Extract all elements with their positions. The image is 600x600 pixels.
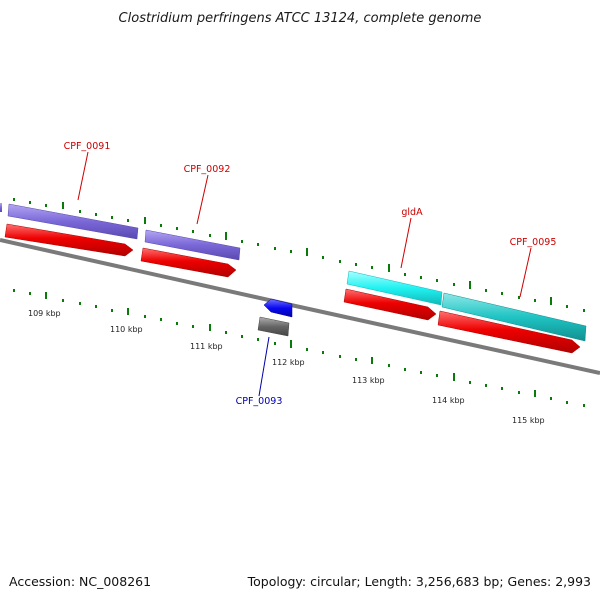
cds-arrow-cpf-0093: [263, 298, 293, 318]
lower-tick-row: [13, 289, 585, 407]
kbp-label-111: 111 kbp: [190, 342, 223, 351]
gene-label-cpf-0091: CPF_0091: [64, 141, 111, 152]
upper-tick-row: [13, 198, 585, 312]
leader-line-cpf-0092: [196, 174, 209, 225]
cds-arrow-cpf-0092: [140, 247, 237, 278]
leader-line-cpf-0095: [519, 247, 532, 298]
map-title: Clostridium perfringens ATCC 13124, comp…: [119, 11, 482, 26]
cds-arrow-glda: [343, 288, 437, 321]
accession-text: Accession: NC_008261: [9, 574, 151, 589]
feature-bar-cpf-0095: [441, 292, 587, 342]
kbp-label-110: 110 kbp: [110, 325, 143, 334]
leader-line-cpf-0091: [77, 151, 89, 201]
kbp-label-112: 112 kbp: [272, 358, 305, 367]
genome-backbone: [0, 238, 600, 375]
gene-label-cpf-0092: CPF_0092: [184, 164, 231, 175]
kbp-label-114: 114 kbp: [432, 396, 465, 405]
cds-arrow-cpf-0095: [437, 310, 581, 354]
feature-bar-edge: [0, 203, 2, 212]
gene-label-cpf-0095: CPF_0095: [510, 237, 557, 248]
genome-summary-text: Topology: circular; Length: 3,256,683 bp…: [247, 574, 591, 589]
feature-bar-glda: [346, 270, 443, 306]
kbp-label-109: 109 kbp: [28, 309, 61, 318]
feature-bar-cpf-0091: [7, 203, 139, 240]
leader-line-glda: [400, 217, 412, 269]
feature-bar-cpf-0092: [144, 229, 241, 261]
leader-line-cpf-0093: [258, 336, 270, 397]
kbp-label-115: 115 kbp: [512, 416, 545, 425]
feature-bar-cpf-0093: [257, 316, 290, 337]
kbp-label-113: 113 kbp: [352, 376, 385, 385]
gene-label-cpf-0093: CPF_0093: [236, 396, 283, 407]
gene-label-glda: gldA: [401, 207, 423, 218]
cds-arrow-cpf-0091: [4, 223, 134, 257]
